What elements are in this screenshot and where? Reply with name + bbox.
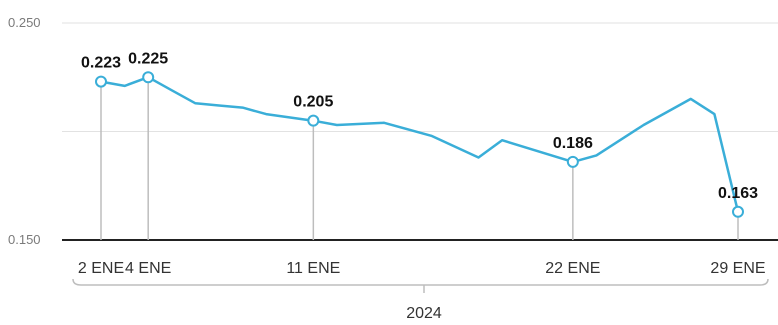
y-tick-label: 0.250 xyxy=(8,15,41,30)
x-tick-label: 2 ENE xyxy=(78,260,124,277)
data-point xyxy=(142,71,155,84)
data-point xyxy=(95,75,107,88)
x-tick-label: 29 ENE xyxy=(710,260,765,277)
data-label: 0.163 xyxy=(718,185,758,202)
series-line xyxy=(100,75,740,213)
year-bracket xyxy=(72,278,769,286)
x-tick-label: 22 ENE xyxy=(545,260,600,277)
data-label: 0.186 xyxy=(553,135,593,152)
x-tick-label: 4 ENE xyxy=(125,260,171,277)
x-tick-label: 11 ENE xyxy=(286,260,340,277)
data-point xyxy=(307,114,320,127)
year-label: 2024 xyxy=(406,305,442,322)
data-label: 0.223 xyxy=(81,55,121,72)
data-point xyxy=(732,205,744,218)
y-tick-label: 0.150 xyxy=(8,232,41,247)
data-point xyxy=(566,155,579,168)
data-label: 0.225 xyxy=(128,50,168,67)
data-label: 0.205 xyxy=(293,94,333,111)
